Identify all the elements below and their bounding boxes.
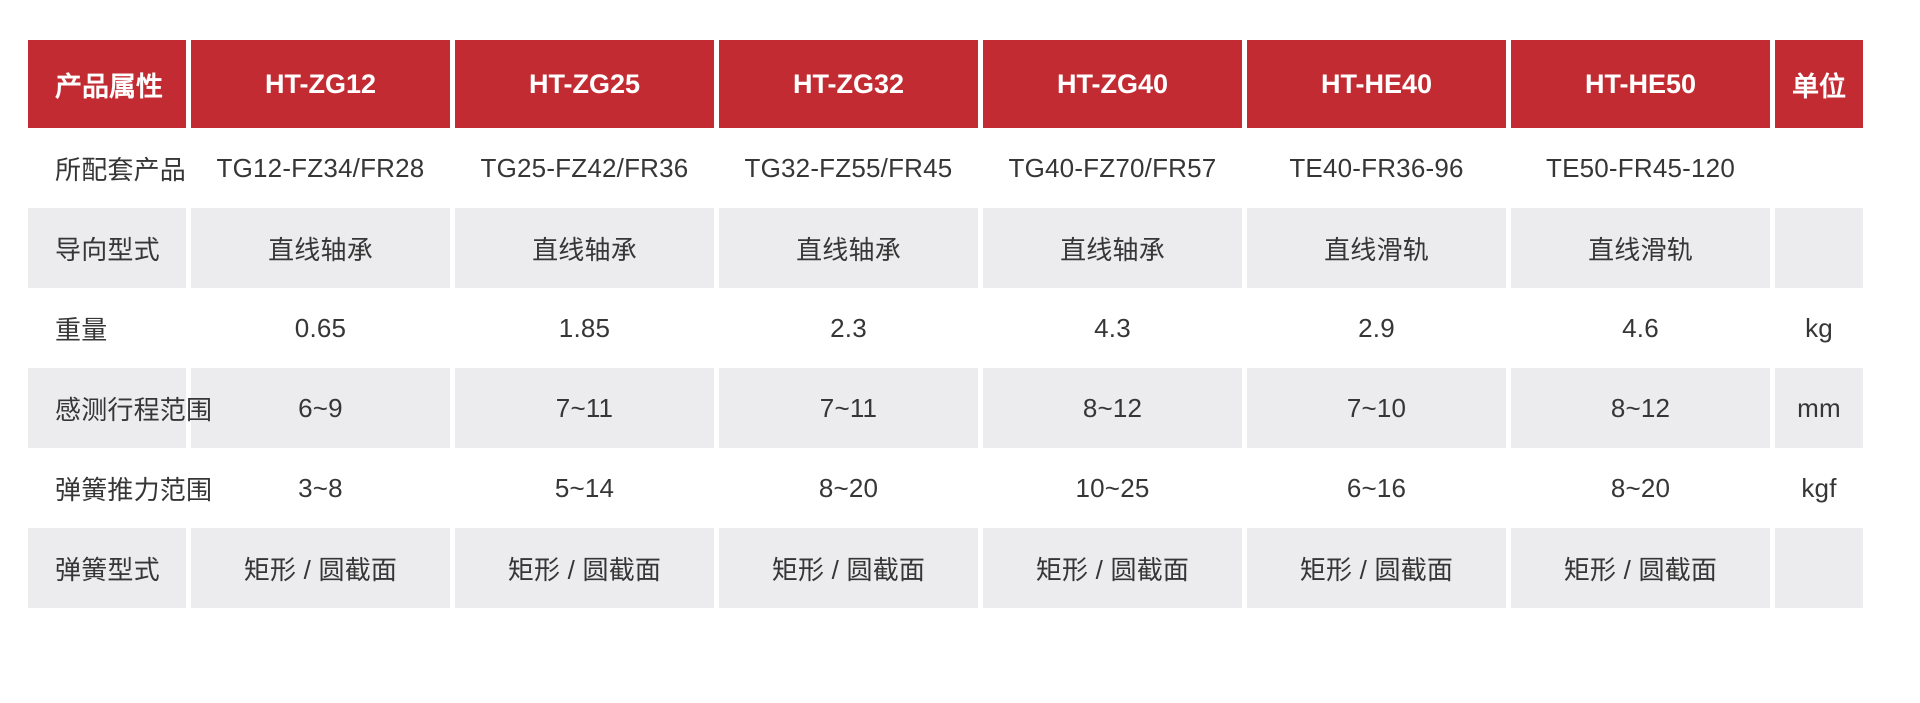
value-cell: 矩形 / 圆截面 [983, 528, 1242, 608]
value-cell: TG40-FZ70/FR57 [983, 128, 1242, 208]
value-cell: 3~8 [191, 448, 450, 528]
value-cell: TG12-FZ34/FR28 [191, 128, 450, 208]
header-cell-unit: 单位 [1775, 40, 1863, 128]
unit-cell [1775, 208, 1863, 288]
value-cell: 直线轴承 [983, 208, 1242, 288]
value-cell: 矩形 / 圆截面 [191, 528, 450, 608]
value-cell: 7~11 [455, 368, 714, 448]
header-cell-model: HT-ZG40 [983, 40, 1242, 128]
table-row-spring-type: 弹簧型式 矩形 / 圆截面 矩形 / 圆截面 矩形 / 圆截面 矩形 / 圆截面… [28, 528, 1863, 608]
header-cell-attribute: 产品属性 [28, 40, 186, 128]
table-row-guide-type: 导向型式 直线轴承 直线轴承 直线轴承 直线轴承 直线滑轨 直线滑轨 [28, 208, 1863, 288]
value-cell: 矩形 / 圆截面 [1247, 528, 1506, 608]
row-label: 感测行程范围 [28, 368, 212, 448]
value-cell: 直线轴承 [455, 208, 714, 288]
value-cell: 5~14 [455, 448, 714, 528]
product-spec-page: 产品属性 HT-ZG12 HT-ZG25 HT-ZG32 HT-ZG40 HT-… [0, 40, 1920, 703]
table-row-sensing-stroke-range: 感测行程范围 6~9 7~11 7~11 8~12 7~10 8~12 mm [28, 368, 1863, 448]
value-cell: TE50-FR45-120 [1511, 128, 1770, 208]
table-row-matching-products: 所配套产品 TG12-FZ34/FR28 TG25-FZ42/FR36 TG32… [28, 128, 1863, 208]
row-label: 弹簧型式 [28, 528, 186, 608]
value-cell: 8~20 [719, 448, 978, 528]
value-cell: TG25-FZ42/FR36 [455, 128, 714, 208]
value-cell: TG32-FZ55/FR45 [719, 128, 978, 208]
value-cell: 直线滑轨 [1247, 208, 1506, 288]
value-cell: 直线滑轨 [1511, 208, 1770, 288]
header-cell-model: HT-ZG12 [191, 40, 450, 128]
unit-cell [1775, 128, 1863, 208]
value-cell: 矩形 / 圆截面 [455, 528, 714, 608]
row-label: 弹簧推力范围 [28, 448, 212, 528]
value-cell: 6~16 [1247, 448, 1506, 528]
value-cell: 0.65 [191, 288, 450, 368]
value-cell: 矩形 / 圆截面 [719, 528, 978, 608]
value-cell: 8~12 [983, 368, 1242, 448]
unit-cell: kg [1775, 288, 1863, 368]
value-cell: 7~10 [1247, 368, 1506, 448]
value-cell: 7~11 [719, 368, 978, 448]
value-cell: 矩形 / 圆截面 [1511, 528, 1770, 608]
value-cell: 8~12 [1511, 368, 1770, 448]
value-cell: 1.85 [455, 288, 714, 368]
row-label: 重量 [28, 288, 186, 368]
value-cell: 2.3 [719, 288, 978, 368]
value-cell: 4.3 [983, 288, 1242, 368]
table-row-weight: 重量 0.65 1.85 2.3 4.3 2.9 4.6 kg [28, 288, 1863, 368]
value-cell: 直线轴承 [719, 208, 978, 288]
row-label: 导向型式 [28, 208, 186, 288]
value-cell: TE40-FR36-96 [1247, 128, 1506, 208]
header-row: 产品属性 HT-ZG12 HT-ZG25 HT-ZG32 HT-ZG40 HT-… [28, 40, 1863, 128]
header-cell-model: HT-ZG32 [719, 40, 978, 128]
row-label: 所配套产品 [28, 128, 186, 208]
value-cell: 8~20 [1511, 448, 1770, 528]
table-row-spring-force-range: 弹簧推力范围 3~8 5~14 8~20 10~25 6~16 8~20 kgf [28, 448, 1863, 528]
unit-cell [1775, 528, 1863, 608]
header-cell-model: HT-ZG25 [455, 40, 714, 128]
value-cell: 2.9 [1247, 288, 1506, 368]
header-cell-model: HT-HE40 [1247, 40, 1506, 128]
product-spec-table: 产品属性 HT-ZG12 HT-ZG25 HT-ZG32 HT-ZG40 HT-… [23, 40, 1868, 608]
unit-cell: kgf [1775, 448, 1863, 528]
value-cell: 10~25 [983, 448, 1242, 528]
header-cell-model: HT-HE50 [1511, 40, 1770, 128]
unit-cell: mm [1775, 368, 1863, 448]
value-cell: 4.6 [1511, 288, 1770, 368]
value-cell: 直线轴承 [191, 208, 450, 288]
value-cell: 6~9 [191, 368, 450, 448]
